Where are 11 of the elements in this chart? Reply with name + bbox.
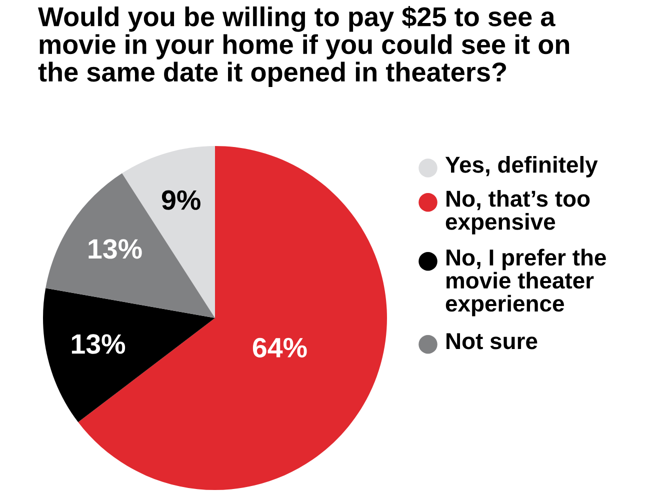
- pie-slice: [43, 288, 215, 422]
- legend-label: Not sure: [446, 333, 538, 350]
- data-label: 9%: [162, 190, 200, 210]
- legend-label: No, that’s too expensive: [446, 190, 590, 234]
- chart-title: Would you be willing to pay $25 to see a movie in your home if you could see it on the same date it opened in theaters?: [38, 6, 570, 88]
- data-label: 13%: [88, 239, 142, 259]
- legend-label: No, I prefer the movie theater experience: [446, 248, 606, 316]
- data-label: 13%: [72, 334, 126, 354]
- legend-label: Yes, definitely: [445, 156, 598, 178]
- data-label: 64%: [252, 338, 307, 358]
- pie-slice: [46, 173, 215, 318]
